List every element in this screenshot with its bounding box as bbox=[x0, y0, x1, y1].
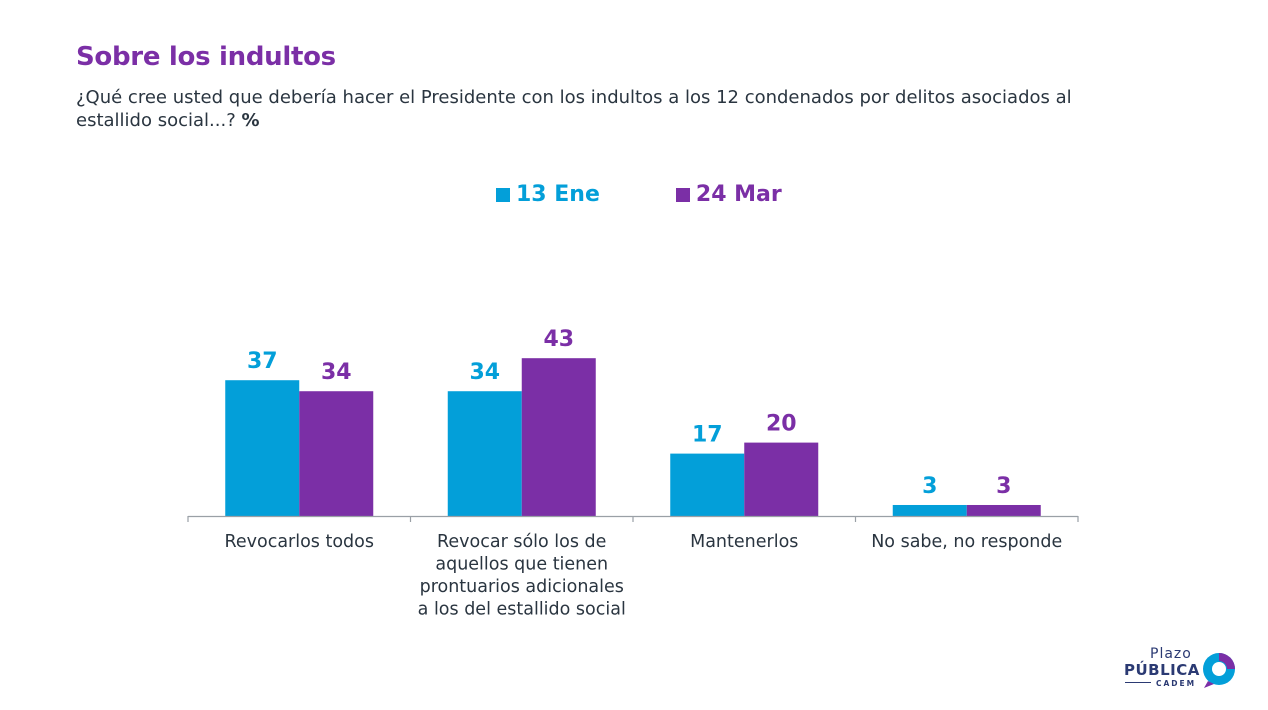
chart-subtitle: ¿Qué cree usted que debería hacer el Pre… bbox=[76, 86, 1086, 132]
bar-2-series-2 bbox=[521, 358, 596, 516]
legend-label-series-2: 24 Mar bbox=[695, 182, 782, 207]
value-label-3-series-1: 17 bbox=[692, 423, 723, 448]
legend-swatch-series-1 bbox=[496, 187, 510, 202]
value-label-2-series-1: 34 bbox=[469, 360, 500, 385]
chart-legend: 13 Ene 24 Mar bbox=[496, 182, 782, 207]
category-label-2: Revocar sólo los de aquellos que tienen pr… bbox=[418, 532, 626, 620]
value-label-2-series-2: 43 bbox=[543, 327, 574, 352]
logo-publica-text: PÚBLICA bbox=[1124, 661, 1200, 679]
legend-label-series-1: 13 Ene bbox=[516, 182, 600, 207]
legend-item-series-2: 24 Mar bbox=[675, 182, 782, 207]
category-label-1: Revocarlos todos bbox=[225, 532, 375, 552]
bar-4-series-2 bbox=[966, 504, 1041, 516]
value-label-1-series-2: 34 bbox=[321, 360, 352, 385]
value-label-4-series-2: 3 bbox=[996, 474, 1011, 499]
subtitle-unit: % bbox=[241, 110, 260, 131]
bar-1-series-2 bbox=[299, 391, 374, 516]
bar-2-series-1 bbox=[447, 391, 522, 516]
chart-title: Sobre los indultos bbox=[76, 42, 336, 72]
subtitle-text: ¿Qué cree usted que debería hacer el Pre… bbox=[76, 87, 1072, 131]
logo-mark-icon bbox=[1203, 653, 1235, 688]
bar-3-series-1 bbox=[670, 453, 745, 516]
logo-cadem-text: CADEM bbox=[1156, 679, 1197, 688]
legend-swatch-series-2 bbox=[675, 187, 690, 202]
bar-1-series-1 bbox=[225, 380, 300, 516]
bar-4-series-1 bbox=[892, 504, 967, 516]
value-label-4-series-1: 3 bbox=[922, 474, 937, 499]
bar-3-series-2 bbox=[744, 442, 819, 516]
plaza-publica-cadem-logo: Plazo PÚBLICA CADEM bbox=[1122, 646, 1242, 692]
category-label-3: Mantenerlos bbox=[690, 532, 798, 552]
category-label-4: No sabe, no responde bbox=[871, 532, 1062, 552]
legend-item-series-1: 13 Ene bbox=[496, 182, 600, 207]
logo-divider bbox=[1125, 682, 1151, 683]
value-label-3-series-2: 20 bbox=[766, 412, 797, 437]
value-label-1-series-1: 37 bbox=[247, 349, 278, 374]
logo-plazo-text: Plazo bbox=[1150, 646, 1192, 662]
